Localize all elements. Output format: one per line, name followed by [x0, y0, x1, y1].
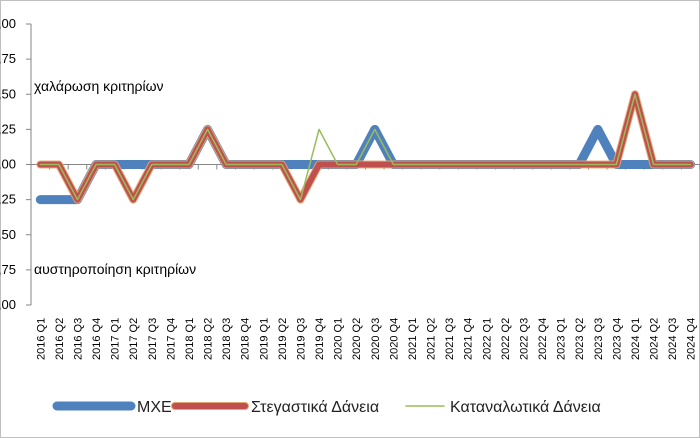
series-group [35, 90, 696, 205]
x-tick-label: 2020 Q2 [351, 318, 363, 360]
annotation-tightening: αυστηροποίηση κριτηρίων [34, 261, 196, 277]
y-tick-label: 0,50 [0, 86, 16, 101]
x-tick-label: 2016 Q4 [91, 318, 103, 360]
legend-label: ΜΧΕ [137, 399, 172, 416]
y-tick-label: 0,25 [0, 121, 16, 136]
x-tick-label: 2017 Q4 [165, 318, 177, 360]
y-tick-label: -0,50 [0, 227, 16, 242]
x-tick-label: 2023 Q3 [593, 318, 605, 360]
x-tick-label: 2018 Q3 [221, 318, 233, 360]
x-tick-label: 2019 Q1 [258, 318, 270, 360]
x-tick-label: 2017 Q1 [110, 318, 122, 360]
x-tick-label: 2019 Q4 [314, 318, 326, 360]
annotation-easing: χαλάρωση κριτηρίων [34, 78, 164, 94]
x-tick-label: 2024 Q2 [649, 318, 661, 360]
x-tick-label: 2019 Q2 [277, 318, 289, 360]
x-tick-label: 2022 Q1 [481, 318, 493, 360]
x-tick-label: 2022 Q2 [500, 318, 512, 360]
x-tick-label: 2021 Q3 [444, 318, 456, 360]
x-tick-label: 2020 Q4 [388, 318, 400, 360]
x-tick-label: 2018 Q4 [240, 318, 252, 360]
annotations: χαλάρωση κριτηρίων αυστηροποίηση κριτηρί… [34, 78, 196, 277]
x-tick-label: 2024 Q1 [630, 318, 642, 360]
x-tick-label: 2023 Q4 [611, 318, 623, 360]
y-tick-label: 0,75 [0, 51, 16, 66]
x-tick-label: 2021 Q4 [463, 318, 475, 360]
legend: ΜΧΕ Στεγαστικά Δάνεια Καταναλωτικά Δάνεια [52, 399, 601, 416]
x-tick-label: 2022 Q3 [518, 318, 530, 360]
x-tick-label: 2019 Q3 [295, 318, 307, 360]
x-tick-label: 2020 Q1 [333, 318, 345, 360]
y-tick-label: -1,00 [0, 297, 16, 312]
x-tick-label: 2018 Q2 [203, 318, 215, 360]
y-tick-label: 0,00 [0, 157, 16, 172]
x-tick-label: 2023 Q2 [574, 318, 586, 360]
x-tick-label: 2023 Q1 [556, 318, 568, 360]
x-tick-label: 2017 Q2 [128, 318, 140, 360]
x-tick-label: 2024 Q4 [686, 318, 698, 360]
legend-label: Στεγαστικά Δάνεια [251, 399, 379, 416]
x-tick-label: 2020 Q3 [370, 318, 382, 360]
x-tick-label: 2021 Q2 [426, 318, 438, 360]
y-tick-label: 1,00 [0, 16, 16, 31]
axes: -1,00 -0,75 -0,50 -0,25 0,00 0,25 0,50 0,75 1,00… [0, 16, 700, 360]
x-tick-label: 2017 Q3 [147, 318, 159, 360]
x-tick-label: 2021 Q1 [407, 318, 419, 360]
y-tick-label: -0,25 [0, 192, 16, 207]
x-tick-label: 2022 Q4 [537, 318, 549, 360]
x-tick-label: 2016 Q1 [35, 318, 47, 360]
legend-label: Καταναλωτικά Δάνεια [450, 399, 601, 416]
y-tick-label: -0,75 [0, 262, 16, 277]
x-tick-label: 2024 Q3 [667, 318, 679, 360]
x-tick-label: 2016 Q3 [72, 318, 84, 360]
series-line-3 [39, 93, 692, 201]
x-tick-label: 2016 Q2 [54, 318, 66, 360]
x-tick-label: 2018 Q1 [184, 318, 196, 360]
